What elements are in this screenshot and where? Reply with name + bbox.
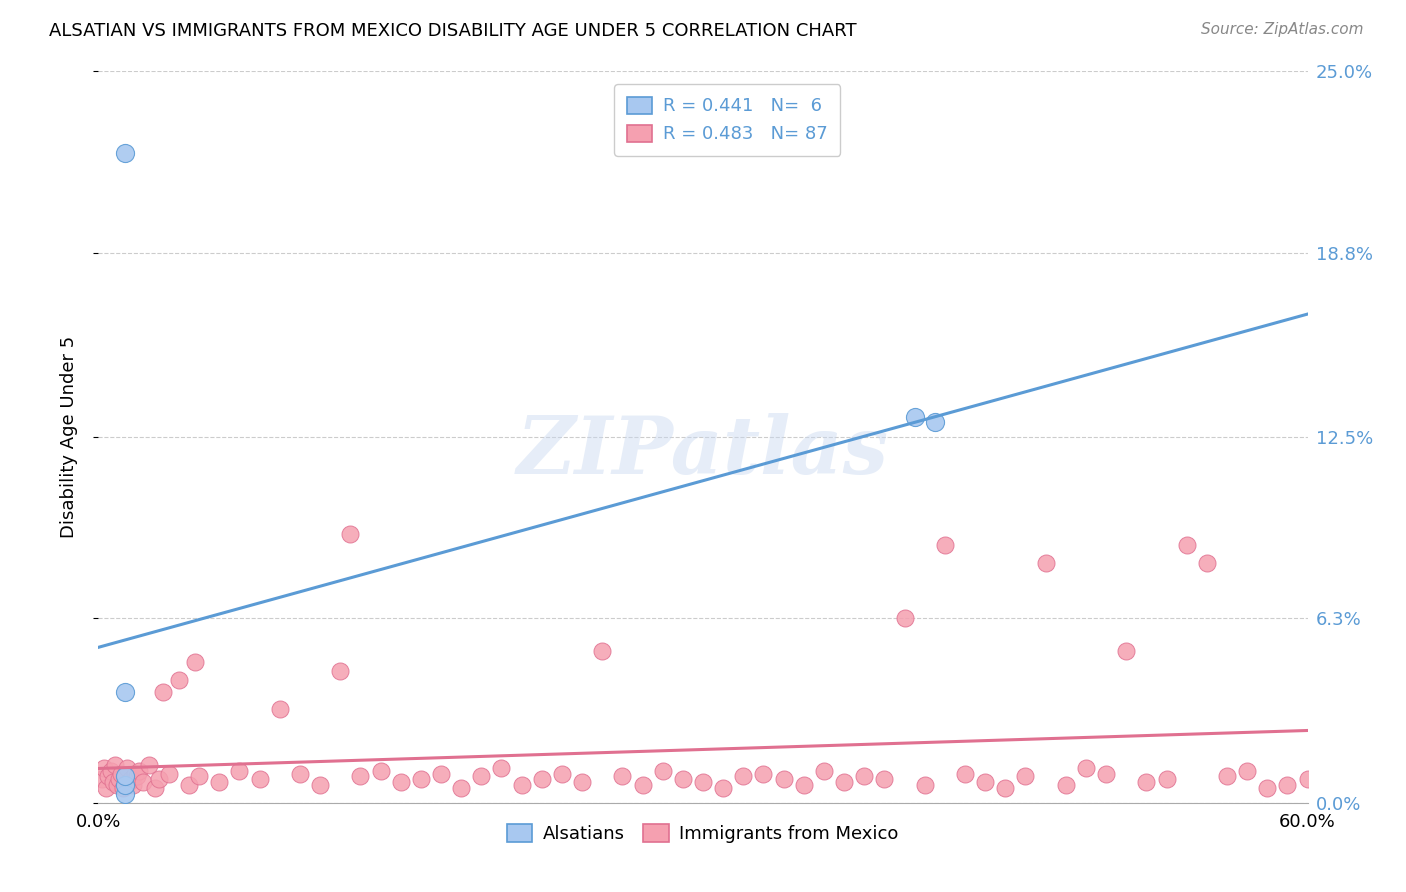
Point xyxy=(793,778,815,792)
Point xyxy=(430,766,453,780)
Point xyxy=(571,775,593,789)
Point xyxy=(904,409,927,424)
Point xyxy=(832,775,855,789)
Point xyxy=(128,764,150,778)
Point xyxy=(93,761,115,775)
Point xyxy=(103,757,125,772)
Point xyxy=(184,656,207,670)
Point xyxy=(114,146,136,161)
Point xyxy=(631,778,654,792)
Point xyxy=(114,787,136,801)
Point xyxy=(1054,778,1077,792)
Point xyxy=(114,769,136,783)
Point xyxy=(1135,775,1157,789)
Point xyxy=(228,764,250,778)
Point xyxy=(148,772,170,787)
Point xyxy=(138,757,160,772)
Point xyxy=(101,775,124,789)
Point xyxy=(752,766,775,780)
Point xyxy=(914,778,936,792)
Y-axis label: Disability Age Under 5: Disability Age Under 5 xyxy=(59,336,77,538)
Point xyxy=(1277,778,1299,792)
Point xyxy=(329,664,352,678)
Point xyxy=(1256,781,1278,796)
Text: ZIPatlas: ZIPatlas xyxy=(517,413,889,491)
Point xyxy=(97,769,120,783)
Point xyxy=(120,772,142,787)
Text: ALSATIAN VS IMMIGRANTS FROM MEXICO DISABILITY AGE UNDER 5 CORRELATION CHART: ALSATIAN VS IMMIGRANTS FROM MEXICO DISAB… xyxy=(49,22,856,40)
Point xyxy=(470,769,492,783)
Point xyxy=(115,761,138,775)
Point xyxy=(105,778,128,792)
Point xyxy=(974,775,997,789)
Point xyxy=(370,764,392,778)
Point xyxy=(711,781,734,796)
Point xyxy=(349,769,371,783)
Point xyxy=(953,766,976,780)
Point xyxy=(934,538,956,552)
Point xyxy=(132,775,155,789)
Point xyxy=(91,772,114,787)
Point xyxy=(389,775,412,789)
Point xyxy=(772,772,794,787)
Point xyxy=(157,766,180,780)
Point xyxy=(651,764,673,778)
Point xyxy=(111,781,134,796)
Point xyxy=(1175,538,1198,552)
Point xyxy=(813,764,835,778)
Point xyxy=(1216,769,1239,783)
Point xyxy=(121,778,143,792)
Point xyxy=(450,781,472,796)
Point xyxy=(107,772,129,787)
Point xyxy=(152,684,174,698)
Point xyxy=(143,781,166,796)
Point xyxy=(1074,761,1097,775)
Point xyxy=(1095,766,1118,780)
Point xyxy=(110,766,132,780)
Point xyxy=(733,769,755,783)
Point xyxy=(179,778,201,792)
Point xyxy=(96,781,118,796)
Point xyxy=(114,769,136,783)
Point xyxy=(591,643,613,657)
Point xyxy=(612,769,634,783)
Point xyxy=(188,769,211,783)
Point xyxy=(118,775,141,789)
Point xyxy=(853,769,876,783)
Point xyxy=(409,772,432,787)
Point xyxy=(551,766,574,780)
Point xyxy=(1035,556,1057,570)
Point xyxy=(1296,772,1319,787)
Point xyxy=(288,766,311,780)
Point xyxy=(1195,556,1218,570)
Point xyxy=(491,761,513,775)
Point xyxy=(530,772,553,787)
Point xyxy=(692,775,714,789)
Point xyxy=(249,772,271,787)
Point xyxy=(114,778,136,792)
Point xyxy=(1115,643,1137,657)
Point xyxy=(994,781,1017,796)
Point xyxy=(309,778,332,792)
Point xyxy=(893,611,915,625)
Point xyxy=(1156,772,1178,787)
Point xyxy=(339,526,361,541)
Point xyxy=(124,766,146,780)
Point xyxy=(100,764,122,778)
Point xyxy=(1014,769,1036,783)
Point xyxy=(672,772,695,787)
Point xyxy=(114,684,136,698)
Point xyxy=(510,778,533,792)
Text: Source: ZipAtlas.com: Source: ZipAtlas.com xyxy=(1201,22,1364,37)
Point xyxy=(924,416,946,430)
Point xyxy=(167,673,190,687)
Point xyxy=(269,702,291,716)
Point xyxy=(1236,764,1258,778)
Point xyxy=(873,772,896,787)
Legend: Alsatians, Immigrants from Mexico: Alsatians, Immigrants from Mexico xyxy=(498,815,908,852)
Point xyxy=(208,775,231,789)
Point xyxy=(125,769,148,783)
